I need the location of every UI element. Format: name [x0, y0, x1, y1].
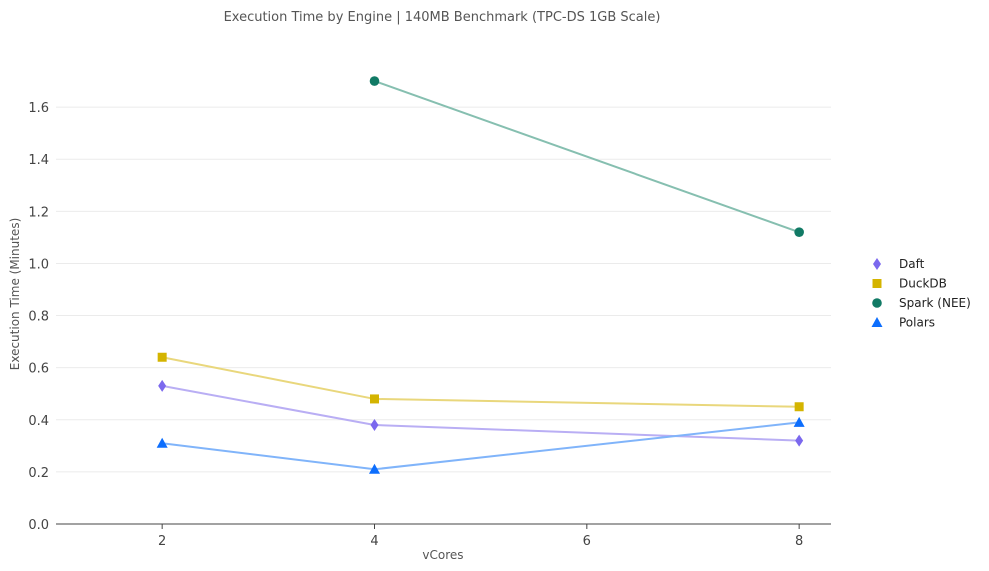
y-axis-label: Execution Time (Minutes)	[8, 218, 22, 370]
data-point-duckdb	[157, 352, 167, 362]
y-tick-label: 1.4	[28, 153, 49, 168]
data-point-polars	[793, 416, 805, 427]
series-line-duckdb	[161, 356, 800, 408]
data-point-daft	[795, 434, 804, 447]
y-tick-label: 0.2	[28, 466, 49, 481]
x-ticks: 2 4 6 8	[158, 524, 803, 549]
data-point-duckdb	[369, 394, 379, 404]
legend-marker-spark-nee	[872, 298, 882, 308]
series-polars	[156, 416, 805, 474]
y-ticks: 0.0 0.2 0.4 0.6 0.8 1.0 1.2 1.4 1.6	[28, 101, 49, 533]
legend-item-polars[interactable]: Polars	[871, 316, 936, 330]
legend-label-duckdb: DuckDB	[899, 277, 947, 291]
series-daft	[158, 379, 804, 447]
x-tick-label: 2	[158, 534, 166, 549]
legend-marker-daft	[873, 258, 881, 270]
data-point-spark-nee	[369, 76, 380, 86]
data-point-daft	[370, 418, 379, 431]
grid-lines	[56, 106, 831, 473]
legend-item-duckdb[interactable]: DuckDB	[872, 277, 947, 291]
legend-item-daft[interactable]: Daft	[873, 257, 925, 271]
series	[156, 76, 805, 474]
legend-marker-duckdb	[872, 279, 882, 288]
y-tick-label: 0.4	[28, 414, 49, 429]
data-point-polars	[368, 463, 380, 474]
legend-label-polars: Polars	[899, 316, 935, 330]
legend-label-daft: Daft	[899, 257, 925, 271]
y-tick-label: 0.6	[28, 362, 49, 377]
legend-label-spark-nee: Spark (NEE)	[899, 296, 971, 310]
x-tick-label: 6	[583, 534, 591, 549]
x-tick-label: 4	[370, 534, 378, 549]
y-tick-label: 0.0	[28, 518, 49, 533]
series-duckdb	[157, 352, 804, 412]
y-tick-label: 1.0	[28, 257, 49, 272]
y-tick-label: 0.8	[28, 310, 49, 325]
chart-title: Execution Time by Engine | 140MB Benchma…	[224, 10, 661, 25]
y-tick-label: 1.2	[28, 205, 49, 220]
series-line-spark-nee	[374, 80, 800, 234]
legend-item-spark-nee[interactable]: Spark (NEE)	[872, 296, 971, 310]
y-tick-label: 1.6	[28, 101, 49, 116]
data-point-polars	[156, 437, 168, 448]
series-spark-nee	[369, 76, 804, 237]
data-point-spark-nee	[794, 227, 804, 237]
x-axis-label: vCores	[422, 548, 463, 562]
data-point-duckdb	[794, 402, 804, 412]
x-tick-label: 8	[795, 534, 803, 549]
legend: Daft DuckDB Spark (NEE) Polars	[871, 257, 971, 330]
data-point-daft	[158, 379, 167, 392]
legend-marker-polars	[871, 317, 883, 327]
